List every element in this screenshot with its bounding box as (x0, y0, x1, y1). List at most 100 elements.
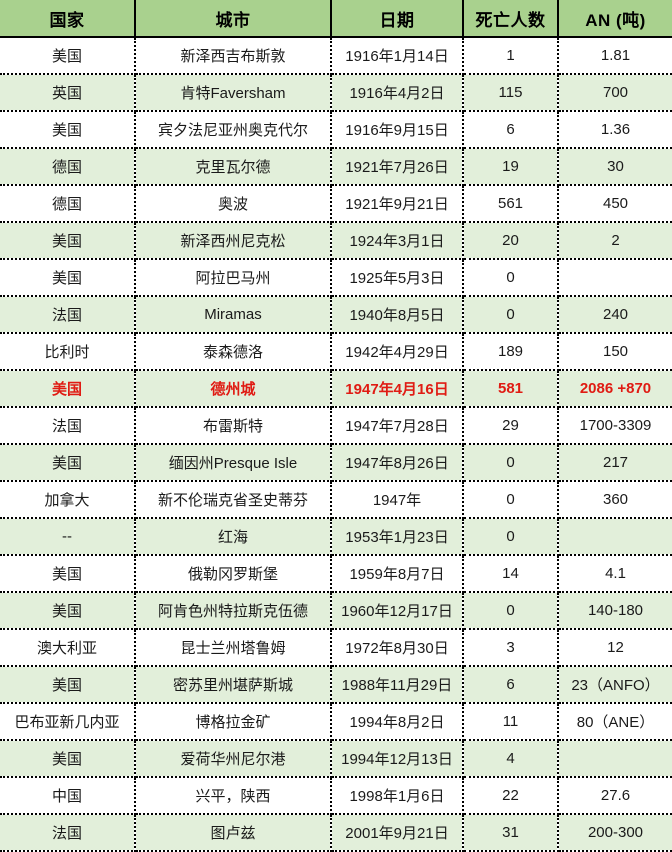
cell-an-text: 2086 +870 (579, 380, 652, 397)
cell-country-text: 美国 (51, 566, 82, 583)
cell-deaths-text: 22 (502, 787, 519, 804)
cell-date-text: 1921年9月21日 (345, 196, 449, 213)
table-header-row: 国家 城市 日期 死亡人数 AN (吨) (0, 0, 672, 38)
cell-country: 加拿大 (0, 481, 136, 519)
cell-deaths: 561 (463, 185, 559, 223)
column-header-city: 城市 (135, 0, 332, 38)
table-row: 巴布亚新几内亚 博格拉金矿 1994年8月2日 11 80（ANE） (0, 703, 672, 741)
cell-deaths: 22 (463, 777, 559, 815)
cell-deaths: 4 (463, 740, 559, 778)
cell-deaths-text: 11 (502, 713, 519, 730)
cell-an-text: 1700-3309 (579, 417, 652, 434)
cell-date: 1994年12月13日 (331, 740, 464, 778)
column-header-deaths-label: 死亡人数 (475, 10, 546, 30)
cell-deaths-text: 0 (506, 602, 515, 619)
cell-deaths-text: 0 (506, 528, 515, 545)
cell-date-text: 1916年4月2日 (349, 85, 445, 102)
cell-city: Miramas (135, 296, 332, 334)
cell-city: 图卢兹 (135, 814, 332, 852)
column-header-an-label: AN (吨) (585, 10, 646, 30)
cell-country-text: 加拿大 (44, 492, 90, 509)
cell-country: 德国 (0, 185, 136, 223)
cell-country: 美国 (0, 666, 136, 704)
cell-date-text: 1959年8月7日 (349, 566, 445, 583)
table-row: 美国 俄勒冈罗斯堡 1959年8月7日 14 4.1 (0, 555, 672, 593)
cell-country-text: 德国 (51, 159, 82, 176)
cell-city-text: 泰森德洛 (202, 344, 263, 361)
cell-city: 缅因州Presque Isle (135, 444, 332, 482)
column-header-city-label: 城市 (215, 10, 251, 30)
cell-deaths: 0 (463, 444, 559, 482)
table-row: 美国 密苏里州堪萨斯城 1988年11月29日 6 23（ANFO） (0, 666, 672, 704)
cell-country: 美国 (0, 370, 136, 408)
cell-an (558, 518, 672, 556)
cell-date-text: 1953年1月23日 (345, 529, 449, 546)
cell-country-text: 美国 (51, 48, 82, 65)
cell-country: 美国 (0, 740, 136, 778)
cell-an: 1.81 (558, 37, 672, 75)
cell-date: 1959年8月7日 (331, 555, 464, 593)
cell-an: 150 (558, 333, 672, 371)
cell-country-text: -- (62, 528, 72, 545)
cell-city-text: 肯特Faversham (180, 85, 286, 102)
cell-date-text: 1960年12月17日 (341, 603, 453, 620)
cell-an-text: 200-300 (587, 824, 644, 841)
cell-an: 80（ANE） (558, 703, 672, 741)
cell-city-text: 布雷斯特 (202, 418, 263, 435)
cell-date-text: 1994年12月13日 (341, 751, 453, 768)
cell-city: 博格拉金矿 (135, 703, 332, 741)
cell-deaths: 0 (463, 481, 559, 519)
cell-deaths: 115 (463, 74, 559, 112)
cell-an: 23（ANFO） (558, 666, 672, 704)
cell-city: 德州城 (135, 370, 332, 408)
cell-date-text: 1947年4月16日 (345, 381, 449, 398)
table-row: 美国 阿肯色州特拉斯克伍德 1960年12月17日 0 140-180 (0, 592, 672, 630)
cell-city: 红海 (135, 518, 332, 556)
cell-city: 奥波 (135, 185, 332, 223)
cell-date: 1921年9月21日 (331, 185, 464, 223)
cell-an: 12 (558, 629, 672, 667)
cell-date-text: 1916年1月14日 (345, 48, 449, 65)
cell-date: 1925年5月3日 (331, 259, 464, 297)
cell-deaths-text: 0 (506, 454, 515, 471)
column-header-deaths: 死亡人数 (463, 0, 559, 38)
cell-country: 比利时 (0, 333, 136, 371)
table-row: 澳大利亚 昆士兰州塔鲁姆 1972年8月30日 3 12 (0, 629, 672, 667)
cell-deaths: 0 (463, 518, 559, 556)
cell-city-text: 奥波 (217, 196, 248, 213)
cell-an-text: 80（ANE） (576, 714, 655, 731)
cell-date-text: 1972年8月30日 (345, 640, 449, 657)
cell-date-text: 2001年9月21日 (345, 825, 449, 842)
cell-deaths-text: 0 (506, 491, 515, 508)
cell-date: 1916年9月15日 (331, 111, 464, 149)
cell-an: 700 (558, 74, 672, 112)
table-row: 比利时 泰森德洛 1942年4月29日 189 150 (0, 333, 672, 371)
cell-date: 1988年11月29日 (331, 666, 464, 704)
cell-country-text: 德国 (51, 196, 82, 213)
cell-country-text: 澳大利亚 (36, 640, 97, 657)
cell-an: 2 (558, 222, 672, 260)
cell-date: 1916年1月14日 (331, 37, 464, 75)
cell-country: 美国 (0, 592, 136, 630)
cell-date-text: 1994年8月2日 (349, 714, 445, 731)
cell-country-text: 美国 (51, 751, 82, 768)
cell-city-text: 图卢兹 (210, 825, 256, 842)
cell-city: 阿拉巴马州 (135, 259, 332, 297)
cell-country: 美国 (0, 222, 136, 260)
cell-city-text: 兴平，陕西 (195, 788, 271, 805)
cell-country-text: 比利时 (44, 344, 90, 361)
cell-city-text: 克里瓦尔德 (195, 159, 271, 176)
table-row: 美国 阿拉巴马州 1925年5月3日 0 (0, 259, 672, 297)
cell-deaths: 189 (463, 333, 559, 371)
cell-an: 2086 +870 (558, 370, 672, 408)
cell-an: 4.1 (558, 555, 672, 593)
cell-deaths-text: 581 (497, 380, 524, 397)
cell-an-text: 30 (607, 158, 624, 175)
cell-city: 肯特Faversham (135, 74, 332, 112)
cell-deaths-text: 0 (506, 269, 515, 286)
cell-country: 美国 (0, 444, 136, 482)
cell-deaths: 14 (463, 555, 559, 593)
cell-city-text: 俄勒冈罗斯堡 (187, 566, 278, 583)
cell-date: 1972年8月30日 (331, 629, 464, 667)
column-header-country-label: 国家 (49, 10, 85, 30)
